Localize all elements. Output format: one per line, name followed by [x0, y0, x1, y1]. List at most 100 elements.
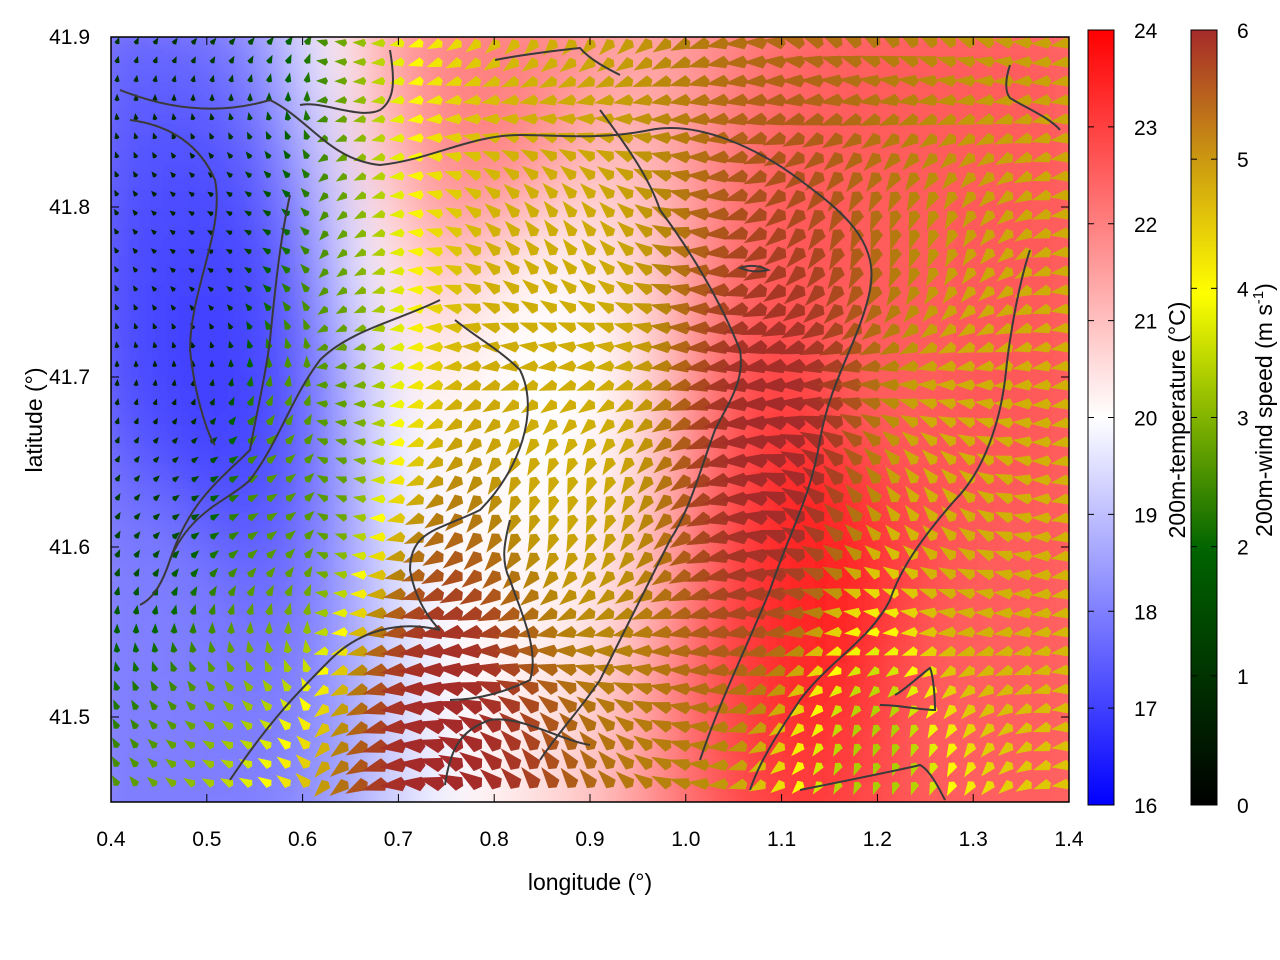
wind-arrow — [245, 303, 253, 311]
x-tick-label: 0.4 — [96, 828, 126, 851]
wind-arrow — [705, 663, 729, 677]
wind-arrow — [842, 588, 861, 600]
wind-arrow — [684, 321, 711, 335]
wind-arrow — [760, 491, 787, 506]
wind-arrow — [246, 395, 254, 406]
wind-arrow — [425, 437, 443, 450]
wind-arrow — [667, 283, 691, 297]
wind-arrow — [631, 360, 653, 372]
wind-arrow — [465, 38, 482, 53]
wind-arrow — [407, 38, 424, 48]
wind-arrow — [869, 210, 883, 233]
wind-arrow — [133, 531, 141, 539]
wind-arrow — [315, 362, 329, 370]
contour-line — [119, 89, 873, 761]
wind-arrow — [404, 512, 425, 525]
temperature-cell — [911, 837, 952, 878]
wind-arrow — [389, 247, 405, 257]
temperature-cell — [351, 357, 392, 398]
wind-arrow — [763, 265, 787, 284]
wind-arrow — [464, 223, 482, 238]
wind-arrow — [615, 57, 634, 72]
wind-arrow — [573, 644, 596, 658]
wind-arrow — [885, 504, 901, 522]
wind-arrow — [361, 758, 388, 772]
wind-arrow — [1050, 189, 1069, 201]
wind-arrow — [616, 418, 634, 434]
wind-arrow — [188, 267, 195, 273]
wind-arrow — [685, 606, 711, 620]
temperature-cell — [111, 797, 152, 802]
wind-arrow — [208, 640, 216, 653]
wind-arrow — [152, 113, 158, 121]
wind-arrow — [1012, 607, 1033, 619]
wind-arrow — [558, 148, 576, 162]
wind-arrow — [576, 322, 596, 334]
wind-arrow — [669, 56, 691, 69]
wind-arrow — [651, 756, 672, 771]
wind-arrow — [479, 749, 502, 771]
wind-arrow — [285, 511, 297, 521]
wind-arrow — [964, 762, 977, 778]
temperature-cell — [351, 117, 392, 158]
wind-arrow — [171, 322, 177, 330]
wind-arrow — [762, 302, 786, 320]
wind-arrow — [353, 267, 366, 276]
y-tick-label: 41.8 — [49, 196, 90, 219]
wind-arrow — [574, 680, 596, 695]
wind-arrow — [668, 207, 691, 221]
wind-arrow — [993, 607, 1014, 619]
wind-arrow — [956, 417, 976, 429]
wind-arrow — [398, 776, 426, 792]
wind-arrow — [1014, 703, 1032, 715]
wind-arrow — [206, 211, 214, 217]
temperature-cell — [791, 797, 832, 802]
wind-arrow — [686, 131, 710, 145]
wind-arrow — [648, 663, 672, 677]
wind-arrow — [267, 512, 278, 522]
wind-arrow — [994, 473, 1014, 486]
wind-arrow — [172, 513, 180, 521]
wind-arrow — [132, 623, 140, 634]
wind-arrow — [885, 172, 902, 192]
wind-arrow — [944, 210, 959, 230]
wind-arrow — [466, 495, 483, 514]
wind-arrow — [318, 268, 329, 279]
wind-arrow — [955, 379, 976, 391]
wind-arrow — [741, 321, 768, 335]
wind-arrow — [153, 494, 161, 502]
wind-arrow — [762, 37, 786, 50]
wind-arrow — [335, 153, 347, 162]
wind-arrow — [1050, 360, 1069, 372]
wind-arrow — [519, 379, 539, 391]
wind-arrow — [975, 341, 995, 353]
wind-arrow — [1012, 569, 1033, 581]
wind-arrow — [961, 191, 977, 209]
wind-arrow — [722, 283, 749, 297]
wind-arrow — [1012, 626, 1033, 638]
wind-arrow — [1011, 37, 1033, 49]
wind-arrow — [786, 228, 807, 249]
wind-arrow — [907, 191, 921, 212]
wind-arrow — [595, 379, 615, 391]
temperature-cell — [111, 37, 152, 38]
wind-arrow — [484, 203, 501, 219]
wind-arrow — [577, 589, 596, 605]
wind-arrow — [817, 359, 844, 373]
wind-arrow — [539, 300, 557, 314]
wind-arrow — [247, 37, 255, 45]
wind-arrow — [941, 172, 958, 190]
wind-arrow — [499, 360, 520, 372]
wind-arrow — [575, 360, 596, 372]
wind-arrow — [997, 722, 1014, 737]
wind-arrow — [397, 719, 426, 735]
temperature-cell — [151, 397, 192, 438]
wind-arrow — [541, 747, 560, 770]
wind-arrow — [685, 549, 710, 564]
wind-arrow — [425, 247, 443, 257]
wind-arrow — [621, 515, 635, 534]
temperature-cell — [711, 797, 752, 802]
wind-arrow — [331, 627, 348, 637]
wind-arrow — [994, 511, 1014, 524]
wind-arrow — [114, 112, 120, 121]
